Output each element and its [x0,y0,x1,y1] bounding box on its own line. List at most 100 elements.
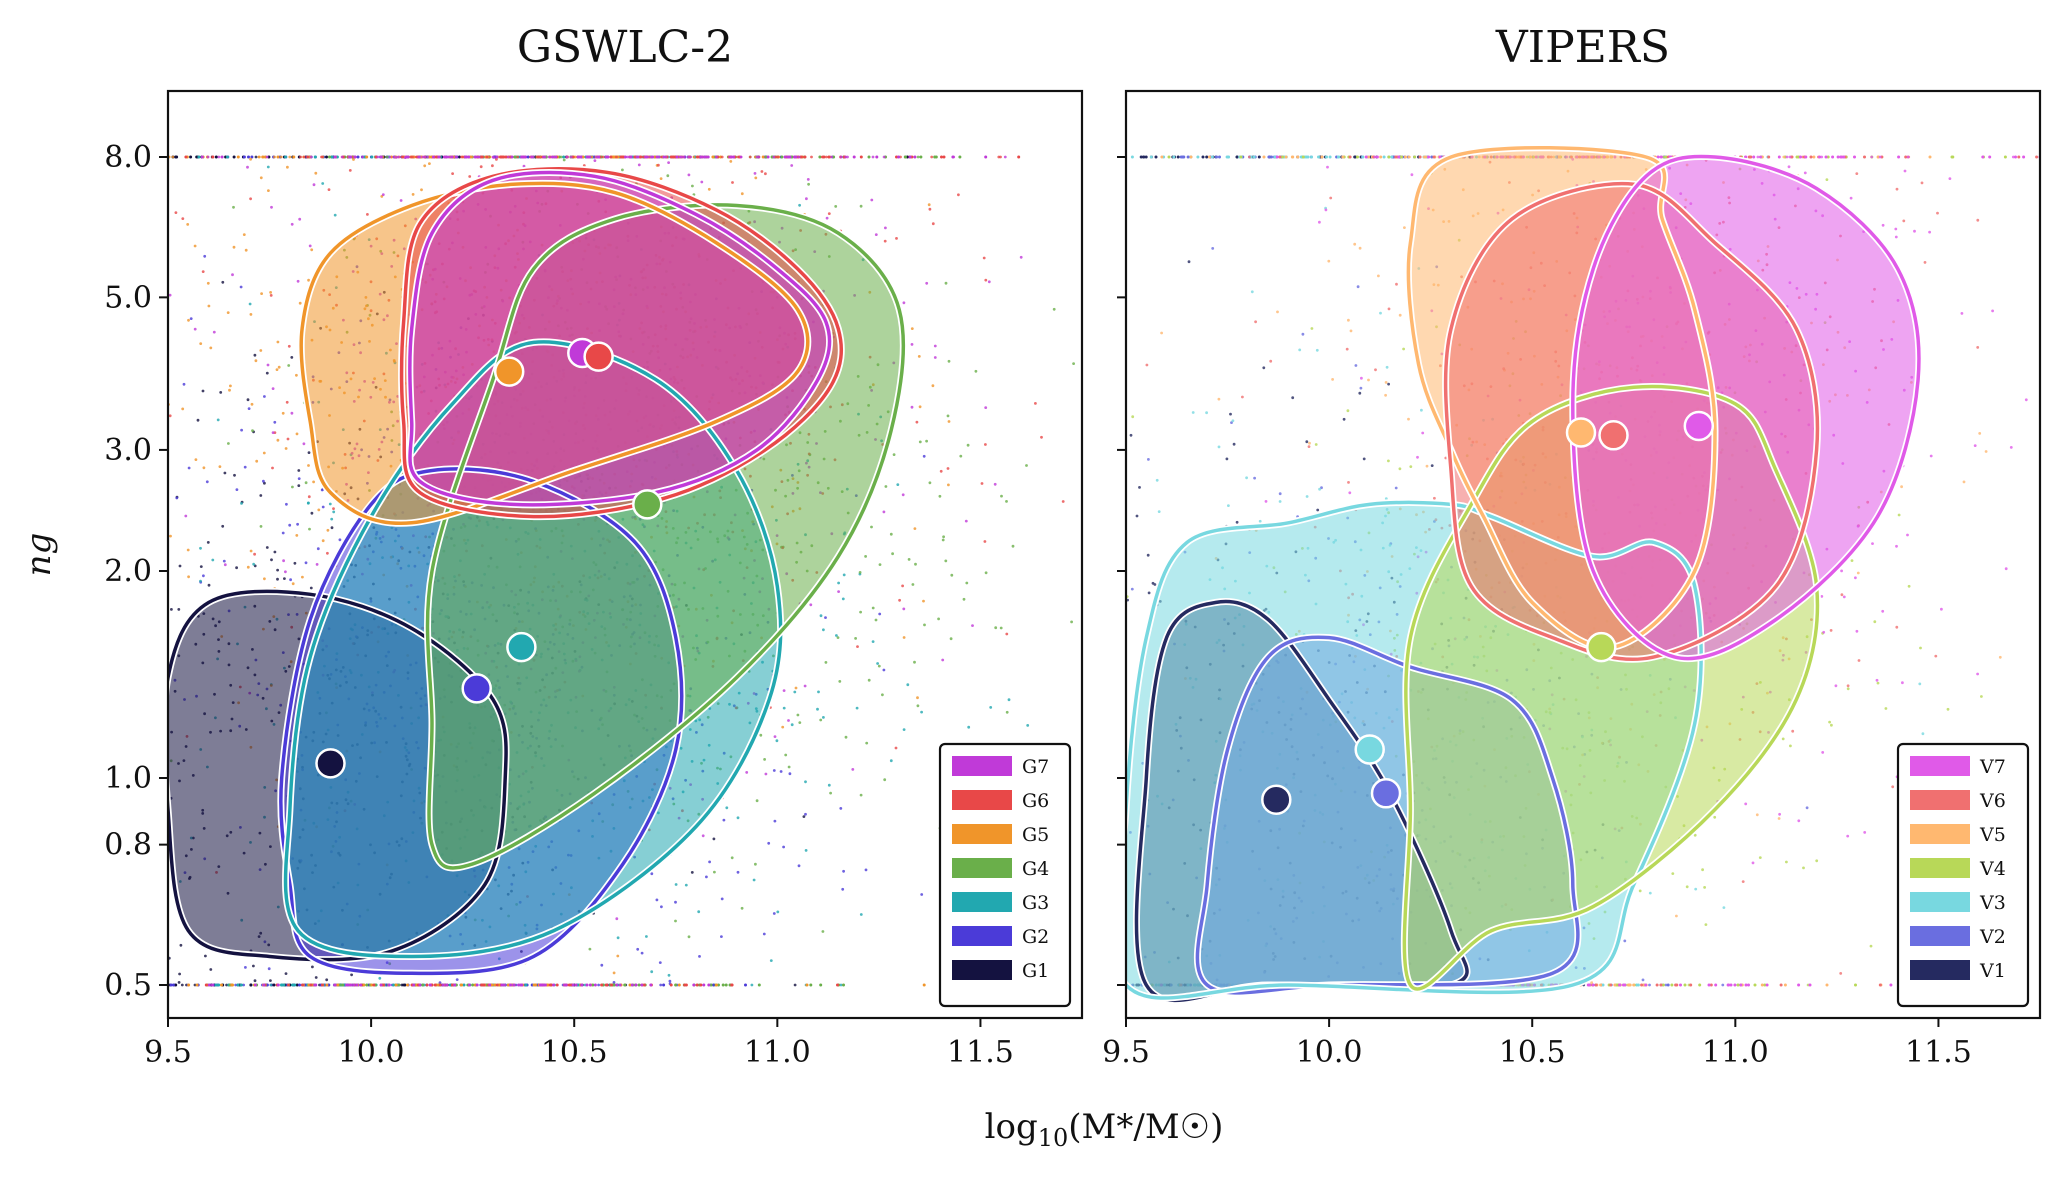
scatter-point-G4 [717,983,720,987]
scatter-point-G3 [793,690,797,694]
scatter-point-G2 [155,156,158,159]
median-marker-G1 [315,748,346,779]
scatter-point-G4 [365,983,369,987]
scatter-point-G5 [406,983,409,987]
y-tick-label: 2.0 [104,554,152,589]
scatter-point-G5 [423,164,427,168]
scatter-point-G1 [295,983,299,987]
scatter-point-G6 [695,155,699,159]
scatter-point-V1 [1232,442,1236,446]
scatter-point-G2 [842,869,845,873]
scatter-point-G5 [209,346,213,350]
scatter-point-G5 [258,155,261,159]
scatter-point-G1 [293,561,297,565]
scatter-point-G2 [841,887,845,891]
scatter-point-G7 [552,983,556,987]
median-marker-G4 [632,489,663,520]
scatter-point-G1 [276,577,279,581]
x-tick-label: 11.5 [947,1035,1014,1070]
scatter-point-G2 [762,932,766,936]
scatter-point-G7 [265,155,269,159]
scatter-point-G2 [1,984,4,987]
scatter-point-G2 [9,984,12,987]
scatter-point-G6 [504,155,508,159]
scatter-point-G7 [882,155,886,159]
scatter-point-G5 [805,983,809,987]
scatter-point-G5 [298,301,302,305]
scatter-point-G3 [239,983,243,987]
scatter-point-G3 [1026,724,1030,727]
scatter-point-G6 [249,197,253,201]
scatter-point-G7 [266,363,270,367]
scatter-point-G1 [178,564,182,568]
scatter-point-G4 [759,733,763,737]
scatter-point-G7 [404,155,408,159]
scatter-point-G5 [740,192,744,196]
scatter-point-G7 [220,155,224,159]
scatter-point-G5 [255,459,259,463]
scatter-point-G7 [488,983,492,987]
scatter-point-G6 [984,443,987,446]
scatter-point-G1 [246,398,250,402]
scatter-point-G6 [983,540,987,543]
scatter-point-G7 [333,983,337,987]
scatter-point-G3 [12,984,15,987]
scatter-point-G6 [930,155,934,159]
scatter-point-G2 [338,538,342,542]
scatter-point-G2 [262,479,265,483]
scatter-point-V1 [1069,156,1072,159]
scatter-point-G5 [246,565,250,569]
scatter-point-G5 [459,983,463,987]
scatter-point-G7 [355,983,359,987]
scatter-point-G7 [707,983,711,987]
scatter-point-V1 [867,984,870,987]
scatter-point-G6 [898,598,901,602]
scatter-point-G7 [753,172,757,175]
scatter-point-G7 [951,155,955,159]
scatter-point-G6 [438,983,442,987]
scatter-point-G4 [1052,307,1056,311]
scatter-point-G7 [542,155,545,159]
scatter-point-G4 [859,610,862,614]
legend-swatch-G7 [952,756,1012,776]
scatter-point-G3 [859,913,863,916]
scatter-point-G4 [1011,544,1015,548]
scatter-point-V1 [860,984,863,987]
scatter-point-G7 [585,983,589,987]
scatter-point-G1 [175,155,179,159]
scatter-point-G5 [365,155,369,159]
scatter-point-G2 [455,978,459,981]
legend-label-G1: G1 [1022,960,1049,982]
scatter-point-G1 [259,494,263,497]
scatter-point-G4 [259,525,263,528]
scatter-point-G5 [181,407,185,411]
scatter-point-G7 [839,155,843,159]
x-tick-label: 10.0 [338,1035,405,1070]
scatter-point-G7 [168,293,172,297]
scatter-point-G7 [984,406,988,409]
scatter-point-G1 [232,155,236,159]
scatter-point-G2 [736,870,740,874]
scatter-point-G7 [618,983,622,987]
scatter-point-G3 [752,878,756,882]
scatter-point-G5 [194,458,198,461]
scatter-point-G7 [764,772,768,776]
scatter-point-G1 [21,984,24,987]
scatter-point-G4 [911,583,915,586]
plot-area [860,144,2040,1004]
scatter-point-G4 [903,155,907,159]
scatter-point-V2 [1359,386,1363,390]
scatter-point-G2 [600,963,604,967]
scatter-point-G2 [804,812,807,816]
scatter-point-G4 [687,935,691,939]
scatter-point-G7 [421,155,425,159]
scatter-point-G4 [790,155,794,159]
scatter-point-G6 [253,552,256,556]
scatter-point-G3 [252,562,256,566]
scatter-point-G3 [307,501,310,505]
scatter-point-G5 [259,176,263,180]
scatter-point-G5 [546,983,550,987]
scatter-point-G7 [512,983,516,987]
scatter-point-V2 [1623,939,1627,943]
